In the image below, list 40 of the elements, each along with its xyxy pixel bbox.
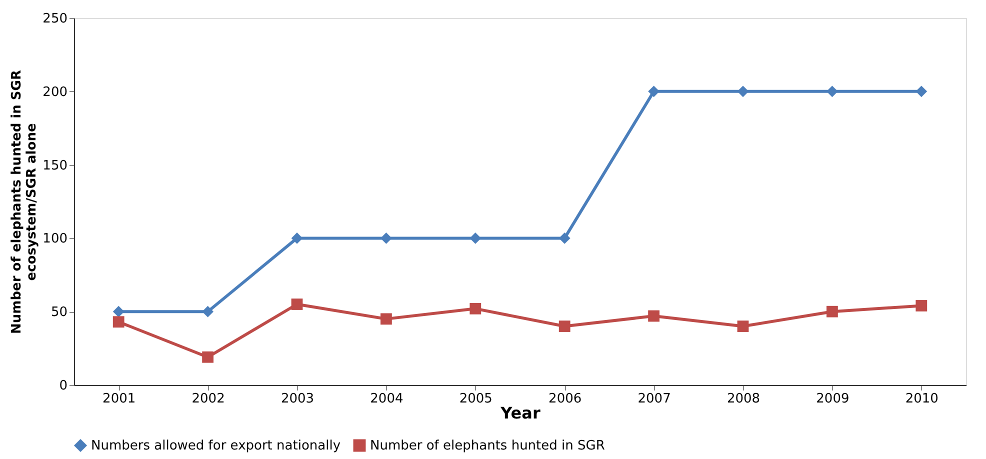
legend-label: Number of elephants hunted in SGR bbox=[370, 438, 605, 454]
y-tick-label: 0 bbox=[59, 378, 68, 394]
point bbox=[826, 86, 838, 98]
y-tick-label: 100 bbox=[42, 232, 68, 247]
point bbox=[202, 351, 214, 363]
point bbox=[112, 306, 124, 318]
point bbox=[737, 86, 749, 98]
legend-label: Numbers allowed for export nationally bbox=[91, 438, 341, 454]
point bbox=[648, 310, 660, 322]
point bbox=[202, 306, 214, 318]
x-tick-label: 2003 bbox=[280, 392, 314, 406]
point bbox=[291, 298, 303, 310]
point bbox=[916, 86, 928, 98]
point bbox=[558, 232, 570, 244]
y-tick-label: 250 bbox=[42, 12, 68, 26]
x-tick-label: 2008 bbox=[726, 392, 760, 406]
x-tick-label: 2002 bbox=[192, 392, 225, 406]
point bbox=[916, 300, 928, 312]
x-tick-label: 2001 bbox=[102, 392, 136, 406]
x-tick-label: 2005 bbox=[459, 392, 492, 406]
x-tick-label: 2007 bbox=[638, 392, 671, 406]
x-tick-label: 2006 bbox=[548, 392, 582, 406]
x-tick-label: 2009 bbox=[816, 392, 850, 406]
point bbox=[380, 232, 392, 244]
point bbox=[648, 86, 660, 98]
x-tick-label: 2010 bbox=[905, 392, 938, 406]
point bbox=[470, 302, 482, 314]
y-tick-label: 200 bbox=[42, 84, 68, 100]
point bbox=[470, 232, 482, 244]
point bbox=[737, 320, 749, 332]
point bbox=[380, 313, 392, 325]
point bbox=[291, 232, 303, 244]
point bbox=[558, 320, 570, 332]
point bbox=[112, 316, 124, 328]
y-axis-title: Number of elephants hunted in SGR ecosystem/SGR alone bbox=[10, 70, 40, 334]
y-tick-label: 150 bbox=[42, 158, 68, 174]
x-tick-label: 2004 bbox=[370, 392, 404, 406]
y-tick-label: 50 bbox=[50, 305, 68, 320]
x-axis-title: Year bbox=[500, 404, 540, 422]
point bbox=[826, 306, 838, 318]
